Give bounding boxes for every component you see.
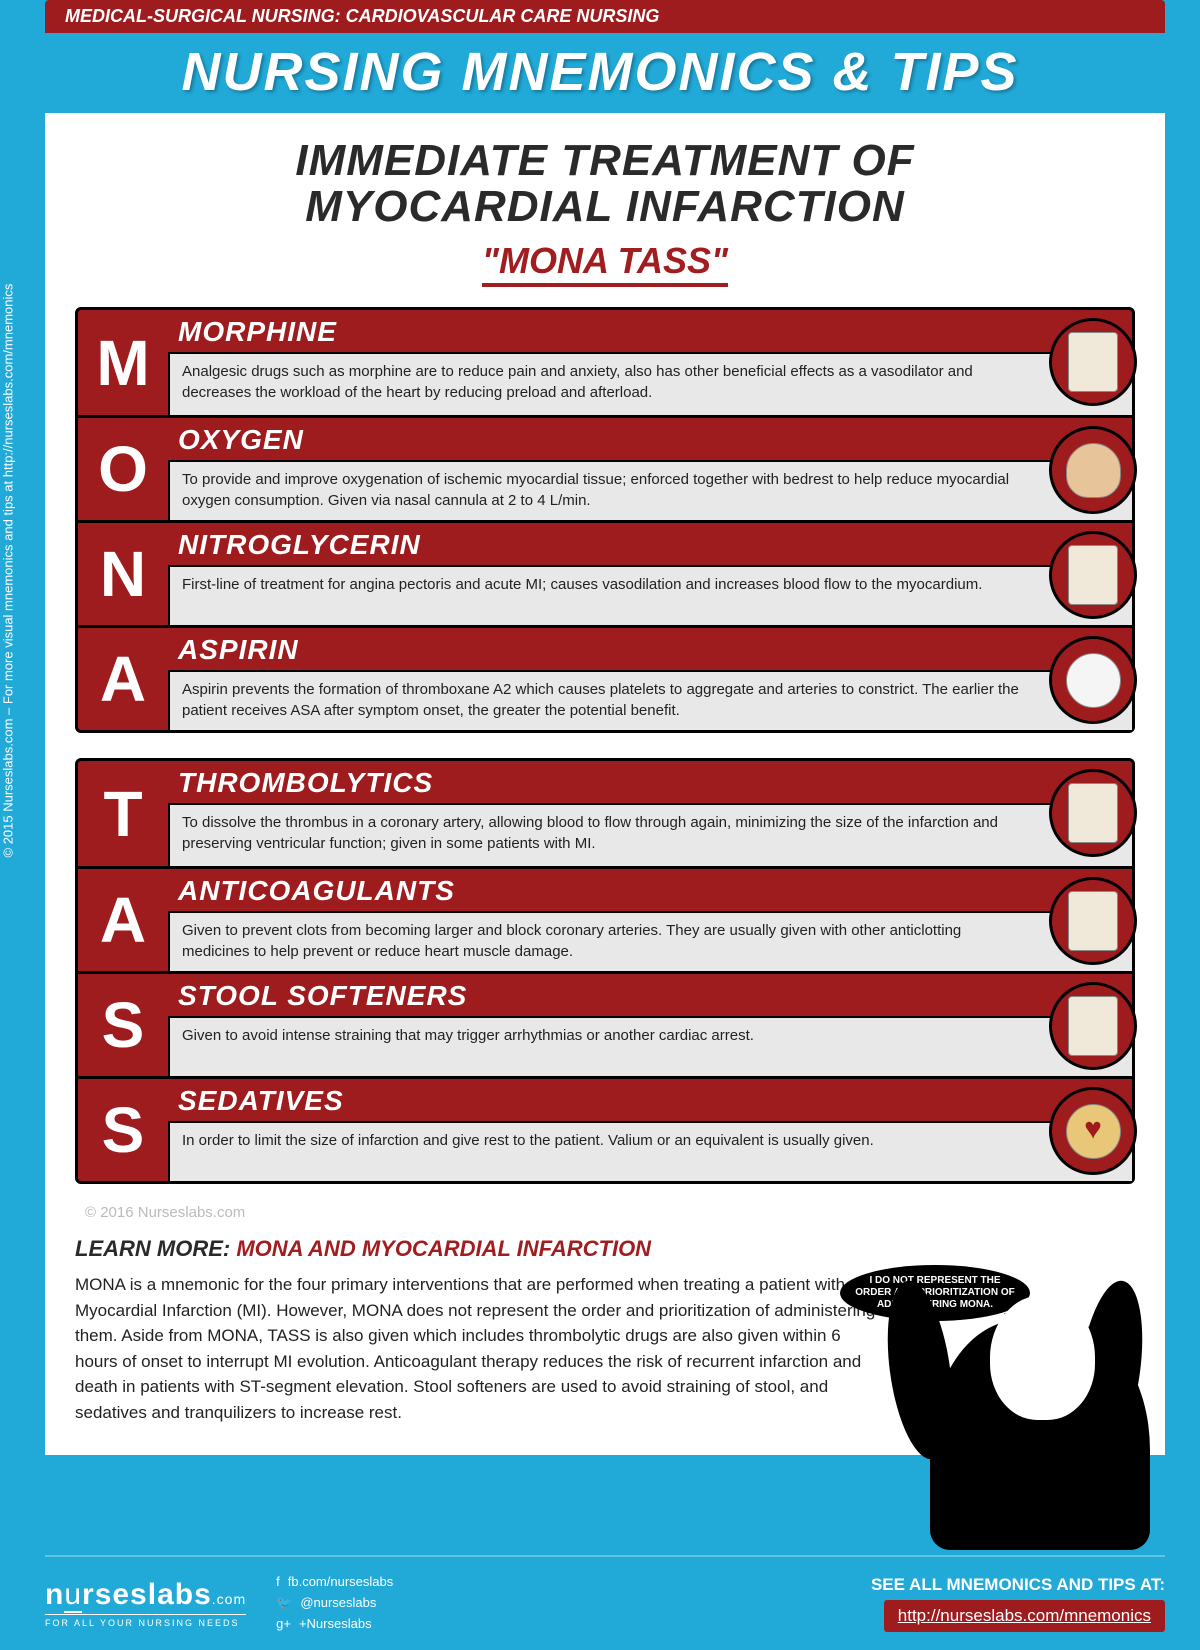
gplus-icon: g+ bbox=[276, 1614, 291, 1635]
term-title: ANTICOAGULANTS bbox=[168, 869, 1132, 911]
pack2-icon bbox=[1049, 877, 1137, 965]
mnemonic-letter: T bbox=[78, 761, 168, 866]
term-description: To dissolve the thrombus in a coronary a… bbox=[168, 803, 1132, 866]
mnemonic-letter: N bbox=[78, 523, 168, 625]
mnemonic-row: AANTICOAGULANTSGiven to prevent clots fr… bbox=[78, 866, 1132, 971]
copyright: © 2016 Nurseslabs.com bbox=[85, 1204, 1135, 1221]
learn-more-label: LEARN MORE: bbox=[75, 1236, 230, 1261]
term-title: STOOL SOFTENERS bbox=[168, 974, 1132, 1016]
mnemonic-letter: O bbox=[78, 418, 168, 520]
term-title: ASPIRIN bbox=[168, 628, 1132, 670]
subtitle-line1: IMMEDIATE TREATMENT OF bbox=[295, 136, 914, 185]
mnemonic-row: TTHROMBOLYTICSTo dissolve the thrombus i… bbox=[78, 761, 1132, 866]
social-links: f fb.com/nurseslabs 🐦 @nurseslabs g+ +Nurse… bbox=[276, 1572, 393, 1634]
subtitle-line2: MYOCARDIAL INFARCTION bbox=[305, 182, 905, 231]
pack1-icon bbox=[1049, 769, 1137, 857]
term-description: Given to prevent clots from becoming lar… bbox=[168, 911, 1132, 971]
main-title: NURSING MNEMONICS & TIPS bbox=[0, 33, 1200, 113]
logo-tagline: FOR ALL YOUR NURSING NEEDS bbox=[45, 1614, 246, 1628]
mnemonic-letter: M bbox=[78, 310, 168, 415]
mnemonic-letter: S bbox=[78, 1079, 168, 1181]
footer-cta-label: SEE ALL MNEMONICS AND TIPS AT: bbox=[871, 1575, 1165, 1595]
mnemonic-letter: A bbox=[78, 628, 168, 730]
heart-icon bbox=[1049, 1087, 1137, 1175]
vial-icon bbox=[1049, 318, 1137, 406]
mnemonic-row: NNITROGLYCERINFirst-line of treatment fo… bbox=[78, 520, 1132, 625]
learn-more-heading: LEARN MORE: MONA AND MYOCARDIAL INFARCTI… bbox=[75, 1236, 1135, 1262]
term-description: Analgesic drugs such as morphine are to … bbox=[168, 352, 1132, 415]
twitter-link[interactable]: @nurseslabs bbox=[300, 1593, 376, 1614]
footer: nurseslabs.com FOR ALL YOUR NURSING NEED… bbox=[45, 1555, 1165, 1650]
sidebar-attribution: © 2015 Nurseslabs.com – For more visual … bbox=[1, 284, 16, 858]
term-title: OXYGEN bbox=[168, 418, 1132, 460]
mona-illustration: I DO NOT REPRESENT THE ORDER AND PRIORIT… bbox=[870, 1270, 1150, 1550]
facebook-link[interactable]: fb.com/nurseslabs bbox=[288, 1572, 394, 1593]
term-description: In order to limit the size of infarction… bbox=[168, 1121, 1132, 1181]
footer-cta-link[interactable]: http://nurseslabs.com/mnemonics bbox=[884, 1600, 1165, 1632]
term-description: To provide and improve oxygenation of is… bbox=[168, 460, 1132, 520]
bottle-icon bbox=[1049, 531, 1137, 619]
subtitle: IMMEDIATE TREATMENT OF MYOCARDIAL INFARC… bbox=[75, 138, 1135, 230]
mnemonic-group: TTHROMBOLYTICSTo dissolve the thrombus i… bbox=[75, 758, 1135, 1184]
twitter-icon: 🐦 bbox=[276, 1593, 292, 1614]
category-bar: MEDICAL-SURGICAL NURSING: CARDIOVASCULAR… bbox=[45, 0, 1165, 33]
mnemonic-row: OOXYGENTo provide and improve oxygenatio… bbox=[78, 415, 1132, 520]
face-icon bbox=[1049, 426, 1137, 514]
term-title: NITROGLYCERIN bbox=[168, 523, 1132, 565]
mnemonic-row: SSTOOL SOFTENERSGiven to avoid intense s… bbox=[78, 971, 1132, 1076]
learn-more-topic: MONA AND MYOCARDIAL INFARCTION bbox=[236, 1236, 651, 1261]
mnemonic-row: SSEDATIVESIn order to limit the size of … bbox=[78, 1076, 1132, 1181]
term-description: Given to avoid intense straining that ma… bbox=[168, 1016, 1132, 1076]
content-panel: IMMEDIATE TREATMENT OF MYOCARDIAL INFARC… bbox=[45, 113, 1165, 1455]
mnemonic-letter: A bbox=[78, 869, 168, 971]
term-title: THROMBOLYTICS bbox=[168, 761, 1132, 803]
pill-icon bbox=[1049, 636, 1137, 724]
mnemonic-group: MMORPHINEAnalgesic drugs such as morphin… bbox=[75, 307, 1135, 733]
mnemonic-letter: S bbox=[78, 974, 168, 1076]
bottle2-icon bbox=[1049, 982, 1137, 1070]
learn-more-desc: MONA is a mnemonic for the four primary … bbox=[75, 1272, 885, 1425]
mnemonic-row: AASPIRINAspirin prevents the formation o… bbox=[78, 625, 1132, 730]
term-title: SEDATIVES bbox=[168, 1079, 1132, 1121]
gplus-link[interactable]: +Nurseslabs bbox=[299, 1614, 372, 1635]
mnemonic-name: "MONA TASS" bbox=[75, 240, 1135, 282]
term-title: MORPHINE bbox=[168, 310, 1132, 352]
term-description: Aspirin prevents the formation of thromb… bbox=[168, 670, 1132, 730]
term-description: First-line of treatment for angina pecto… bbox=[168, 565, 1132, 625]
facebook-icon: f bbox=[276, 1572, 280, 1593]
mnemonic-row: MMORPHINEAnalgesic drugs such as morphin… bbox=[78, 310, 1132, 415]
logo: nurseslabs.com FOR ALL YOUR NURSING NEED… bbox=[45, 1578, 246, 1628]
